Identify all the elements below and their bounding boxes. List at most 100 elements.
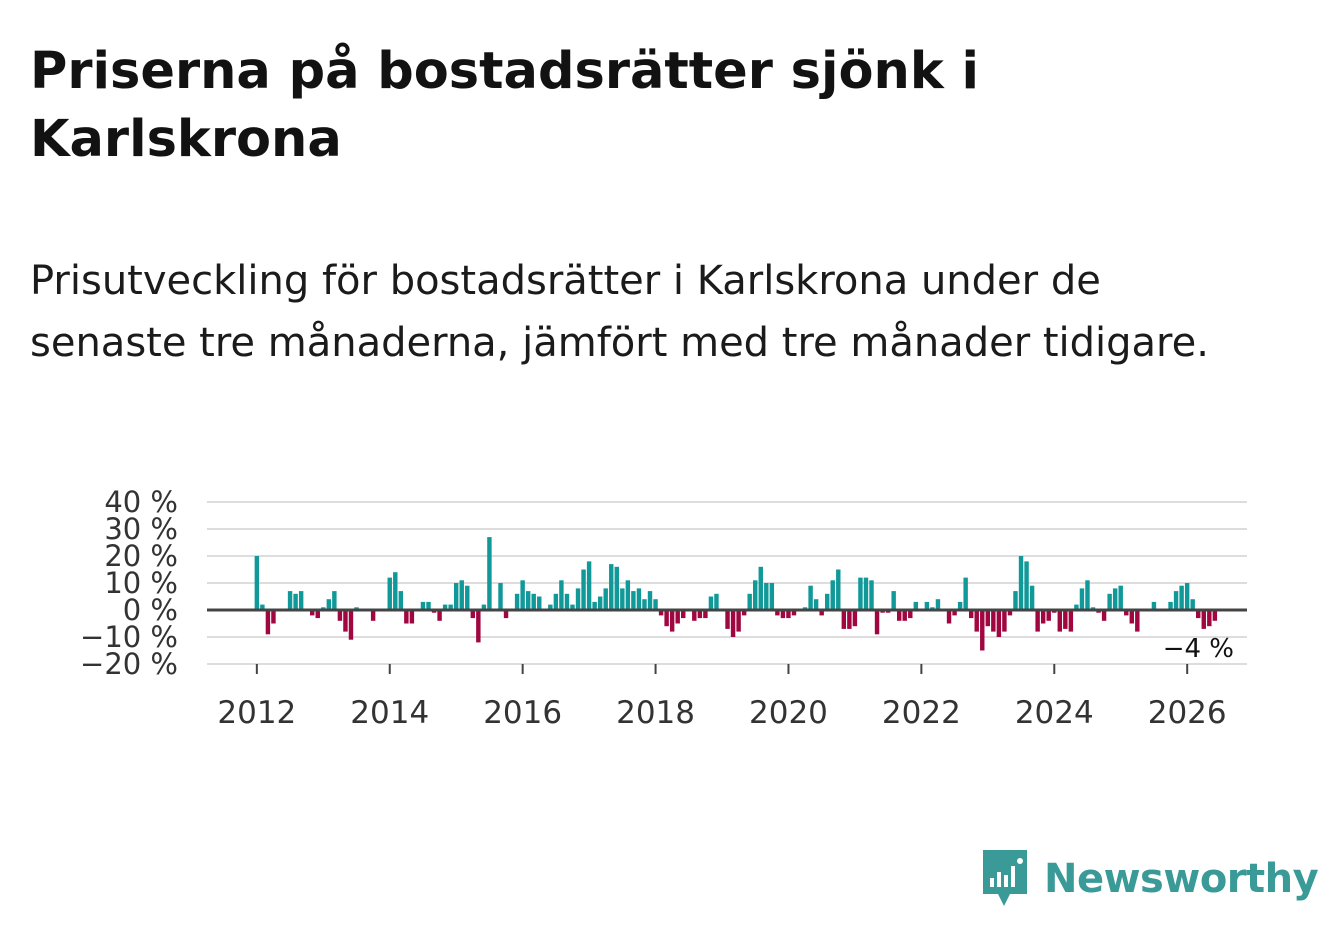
bar — [559, 580, 564, 610]
bar — [631, 591, 636, 610]
x-tick-label: 2024 — [1015, 695, 1094, 731]
bar — [908, 610, 913, 619]
bar — [404, 610, 409, 624]
bar — [858, 577, 863, 610]
bar — [265, 610, 271, 635]
bar — [753, 580, 758, 610]
bar — [1207, 610, 1212, 627]
bar — [1013, 591, 1018, 610]
bar — [647, 591, 653, 610]
bar — [1107, 593, 1112, 610]
bar — [581, 569, 586, 610]
bar — [287, 591, 293, 610]
x-axis: 2012 2014 2016 2018 2020 2022 2024 2026 — [217, 664, 1227, 731]
newsworthy-logo-icon — [983, 850, 1027, 906]
x-tick-label: 2022 — [882, 695, 961, 731]
bar — [1029, 585, 1035, 610]
y-tick-label: −20 % — [80, 647, 178, 681]
bar — [1129, 610, 1134, 624]
bar — [825, 593, 830, 610]
bar — [658, 610, 664, 616]
bar — [692, 610, 697, 621]
y-tick-label: 30 % — [104, 512, 178, 546]
bar — [813, 599, 819, 610]
bar — [769, 583, 775, 610]
bar — [847, 610, 852, 629]
bar — [426, 601, 431, 610]
bar — [642, 599, 647, 610]
bar — [531, 593, 536, 610]
bar — [254, 556, 260, 610]
bar — [991, 610, 996, 632]
bar — [730, 610, 736, 637]
bar — [387, 577, 392, 610]
bar — [968, 610, 974, 619]
bar — [819, 610, 824, 616]
bar — [553, 593, 559, 610]
bar — [775, 610, 780, 616]
bar — [1112, 588, 1118, 610]
y-tick-label: 20 % — [104, 539, 178, 573]
bar — [525, 591, 531, 610]
bar — [1007, 610, 1013, 616]
bar — [980, 610, 985, 651]
bar — [592, 601, 597, 610]
bar — [1101, 610, 1107, 621]
bar — [537, 596, 542, 610]
bar — [891, 591, 896, 610]
bar-series — [207, 537, 1247, 651]
bar — [1184, 583, 1190, 610]
newsworthy-logo[interactable]: Newsworthy — [980, 848, 1319, 910]
x-tick-label: 2016 — [483, 695, 562, 731]
bar — [293, 593, 298, 610]
bar — [653, 599, 658, 610]
bar — [725, 610, 730, 629]
bar — [791, 610, 797, 616]
bar — [830, 580, 835, 610]
bar — [370, 610, 376, 621]
bar — [747, 593, 752, 610]
bar — [498, 583, 503, 610]
bar — [1046, 610, 1051, 621]
bar — [764, 583, 769, 610]
bar — [298, 591, 304, 610]
bar — [1201, 610, 1206, 629]
price-change-chart: 40 %30 %20 %10 %0 %−10 %−20 % 2012 2014 20… — [80, 485, 1247, 731]
bar — [869, 580, 874, 610]
x-tick-label: 2014 — [350, 695, 429, 731]
bar — [1190, 599, 1195, 610]
bar — [564, 593, 570, 610]
bar — [487, 537, 492, 610]
bar — [442, 604, 448, 610]
bar — [708, 596, 714, 610]
bar — [714, 593, 719, 610]
bar — [1168, 601, 1173, 610]
bar — [952, 610, 957, 616]
bar — [1040, 610, 1046, 624]
bar — [459, 580, 464, 610]
bar — [1057, 610, 1062, 632]
chart-title: Priserna på bostadsrätter sjönk i Karlsk… — [30, 42, 979, 169]
bar — [836, 569, 841, 610]
bar — [703, 610, 708, 619]
bar — [614, 566, 619, 610]
x-tick-label: 2018 — [616, 695, 695, 731]
bar — [603, 588, 608, 610]
bar — [896, 610, 902, 621]
bar — [786, 610, 791, 619]
y-tick-label: 0 % — [123, 593, 178, 627]
bar — [1079, 588, 1085, 610]
bar — [741, 610, 747, 616]
y-axis: 40 %30 %20 %10 %0 %−10 %−20 % — [80, 485, 178, 681]
y-tick-label: −10 % — [80, 620, 178, 654]
y-tick-label: 10 % — [104, 566, 178, 600]
bar — [343, 610, 348, 632]
chart-subtitle: Prisutveckling för bostadsrätter i Karls… — [30, 258, 1209, 366]
bar — [332, 591, 337, 610]
bar — [625, 580, 631, 610]
bar — [996, 610, 1002, 637]
bar — [337, 610, 343, 621]
bar — [609, 564, 614, 610]
bar — [664, 610, 669, 627]
bar — [985, 610, 991, 627]
